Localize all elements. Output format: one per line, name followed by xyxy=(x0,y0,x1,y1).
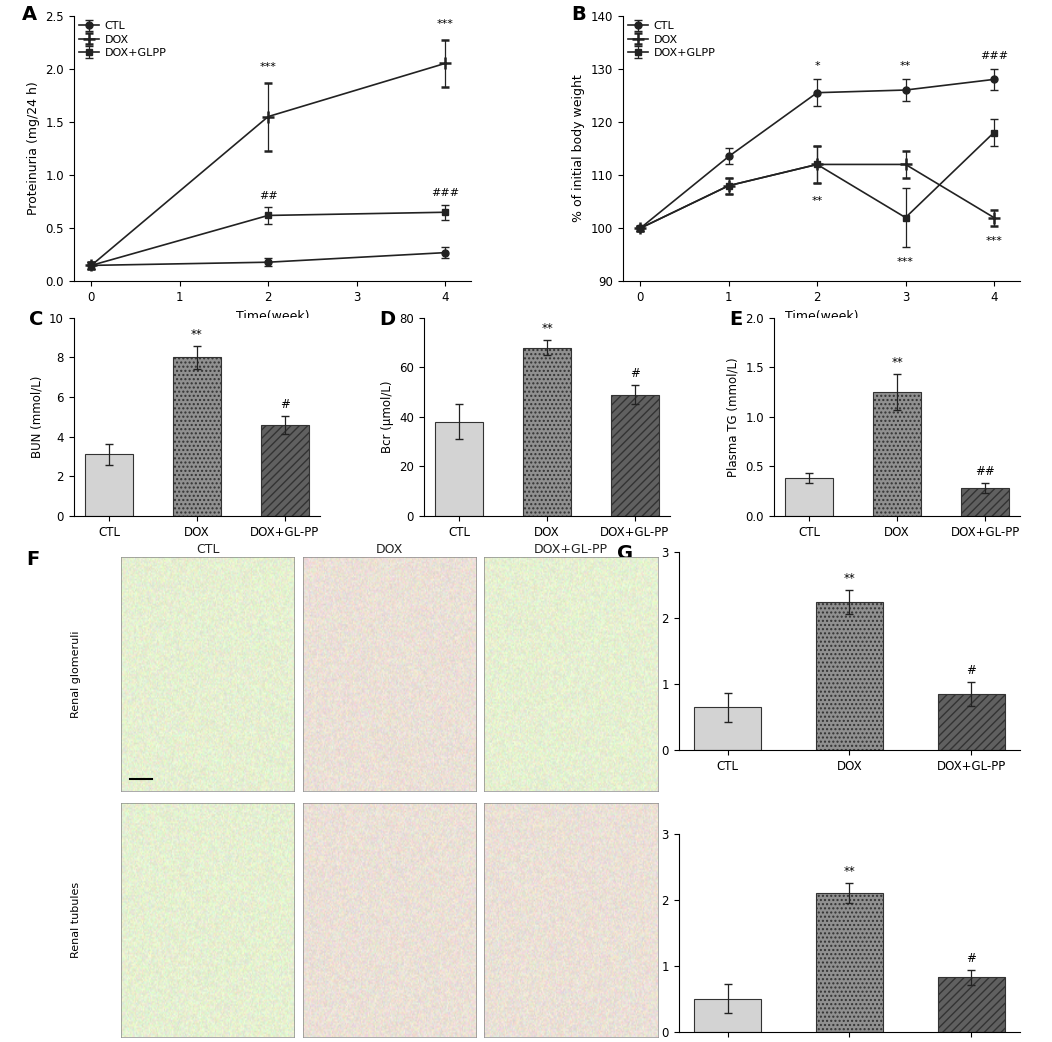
Text: B: B xyxy=(571,5,586,24)
Legend: CTL, DOX, DOX+GLPP: CTL, DOX, DOX+GLPP xyxy=(628,21,715,58)
Text: ###: ### xyxy=(431,189,459,198)
Bar xyxy=(694,998,761,1032)
Text: ***: *** xyxy=(986,237,1003,246)
Text: *: * xyxy=(814,61,820,72)
Bar xyxy=(261,425,309,516)
Text: **: ** xyxy=(844,572,855,585)
Text: ##: ## xyxy=(259,191,278,200)
Bar xyxy=(938,977,1005,1032)
Text: ###: ### xyxy=(979,51,1008,60)
Bar xyxy=(694,708,761,750)
Text: #: # xyxy=(630,367,640,379)
Text: **: ** xyxy=(899,61,911,72)
Text: **: ** xyxy=(891,356,903,369)
Text: D: D xyxy=(380,309,396,329)
Text: **: ** xyxy=(844,865,855,878)
Bar xyxy=(816,602,883,750)
Text: A: A xyxy=(22,5,37,24)
Text: ***: *** xyxy=(437,20,453,29)
Bar xyxy=(85,454,134,516)
Bar xyxy=(960,488,1009,516)
Bar xyxy=(873,392,922,516)
Y-axis label: Bcr (μmol/L): Bcr (μmol/L) xyxy=(381,380,393,453)
Text: #: # xyxy=(280,398,289,411)
Bar xyxy=(611,395,660,516)
Bar xyxy=(816,893,883,1032)
Text: **: ** xyxy=(191,327,203,341)
Title: DOX: DOX xyxy=(376,543,403,556)
Bar xyxy=(173,357,221,516)
Text: #: # xyxy=(967,951,976,965)
X-axis label: Time(week): Time(week) xyxy=(236,309,309,323)
Bar xyxy=(434,422,483,516)
Bar xyxy=(523,348,571,516)
Text: F: F xyxy=(26,550,40,569)
Text: Renal glomeruli: Renal glomeruli xyxy=(70,630,81,718)
X-axis label: Time(week): Time(week) xyxy=(785,309,858,323)
Bar xyxy=(785,478,833,516)
Text: ***: *** xyxy=(260,61,277,72)
Text: #: # xyxy=(967,665,976,677)
Text: **: ** xyxy=(811,196,823,206)
Y-axis label: Glomerular injury score: Glomerular injury score xyxy=(643,581,655,721)
Legend: CTL, DOX, DOX+GLPP: CTL, DOX, DOX+GLPP xyxy=(79,21,166,58)
Y-axis label: BUN (mmol/L): BUN (mmol/L) xyxy=(31,375,43,458)
Y-axis label: % of initial body weight: % of initial body weight xyxy=(572,75,585,222)
Y-axis label: Proteinuria (mg/24 h): Proteinuria (mg/24 h) xyxy=(26,81,40,216)
Text: E: E xyxy=(729,309,743,329)
Y-axis label: Plasma TG (mmol/L): Plasma TG (mmol/L) xyxy=(727,357,740,476)
Text: H: H xyxy=(616,825,633,845)
Text: C: C xyxy=(29,309,43,329)
Text: G: G xyxy=(616,544,633,564)
Y-axis label: Tubulointerstitial injury score: Tubulointerstitial injury score xyxy=(643,846,655,1019)
Bar xyxy=(938,694,1005,750)
Text: **: ** xyxy=(541,322,553,336)
Title: CTL: CTL xyxy=(196,543,220,556)
Text: Renal tubules: Renal tubules xyxy=(70,882,81,959)
Text: ***: *** xyxy=(897,257,914,268)
Text: ##: ## xyxy=(975,465,995,478)
Title: DOX+GL-PP: DOX+GL-PP xyxy=(533,543,608,556)
